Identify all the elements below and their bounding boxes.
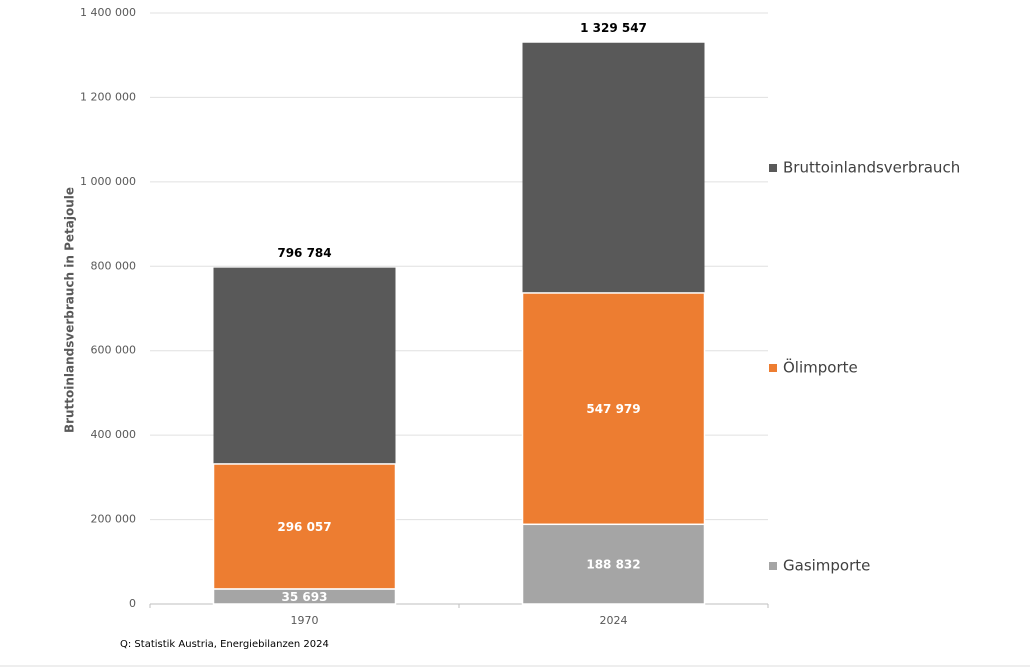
y-tick-label: 800 000	[91, 259, 137, 272]
y-tick-label: 200 000	[91, 513, 137, 526]
value-label: 35 693	[282, 590, 328, 604]
legend-swatch	[769, 364, 777, 372]
bar-segment	[521, 523, 706, 605]
bar-segment	[212, 463, 397, 590]
value-label: 188 832	[586, 558, 640, 572]
bar-segment	[521, 292, 706, 526]
legend-swatch	[769, 164, 777, 172]
legend-label: Ölimporte	[783, 358, 858, 377]
total-label: 1 329 547	[580, 21, 647, 35]
y-axis-label: Bruttoinlandsverbrauch in Petajoule	[63, 187, 77, 433]
value-label: 547 979	[586, 402, 640, 416]
y-tick-label: 1 400 000	[80, 6, 136, 19]
legend-label: Bruttoinlandsverbrauch	[783, 159, 960, 177]
total-label: 796 784	[277, 246, 331, 260]
y-tick-label: 600 000	[91, 344, 137, 357]
y-tick-label: 0	[129, 597, 136, 610]
y-tick-label: 400 000	[91, 428, 137, 441]
y-tick-label: 1 200 000	[80, 90, 136, 103]
legend-swatch	[769, 562, 777, 570]
value-label: 296 057	[277, 520, 331, 534]
source: Q: Statistik Austria, Energiebilanzen 20…	[120, 639, 329, 650]
y-tick-label: 1 000 000	[80, 175, 136, 188]
x-tick-label: 1970	[291, 614, 319, 627]
x-tick-label: 2024	[600, 614, 628, 627]
legend-label: Gasimporte	[783, 557, 870, 575]
